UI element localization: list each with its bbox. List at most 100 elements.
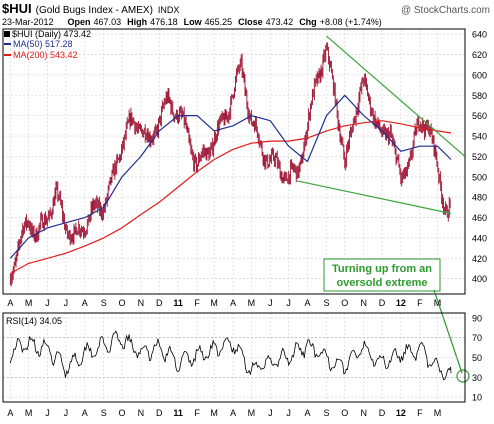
symbol: $HUI <box>2 1 32 16</box>
rsi-legend-label: RSI(14) 34.05 <box>6 316 62 326</box>
x-tick-label: 12 <box>396 408 406 418</box>
x-tick-label: M <box>210 408 218 418</box>
main-y-tick-label: 420 <box>472 254 487 264</box>
low-label: Low <box>184 17 203 27</box>
watermark: @ StockCharts.com <box>401 5 490 16</box>
rsi-y-tick-label: 90 <box>472 313 482 323</box>
close-value: 473.42 <box>266 17 294 27</box>
rsi-panel-frame <box>2 312 466 403</box>
annotation-circle <box>456 369 470 383</box>
ma50-line <box>9 94 452 259</box>
x-tick-label: N <box>138 408 145 418</box>
chg-label: Chg <box>299 17 317 27</box>
annotation: Turning up from an oversold extreme <box>323 258 470 383</box>
rsi-y-tick-label: 50 <box>472 353 482 363</box>
main-y-tick-label: 540 <box>472 132 487 142</box>
rsi-y-tick-label: 30 <box>472 373 482 383</box>
x-tick-label: A <box>230 408 236 418</box>
x-tick-label: 12 <box>396 298 406 308</box>
rsi-line <box>9 330 452 381</box>
rsi-grid <box>3 313 465 402</box>
ma50-legend-label: MA(50) 517.28 <box>13 39 73 49</box>
main-y-tick-label: 580 <box>472 91 487 101</box>
annotation-line-2: oversold extreme <box>336 277 427 289</box>
rsi-y-tick-label: 70 <box>472 333 482 343</box>
main-y-tick-label: 400 <box>472 274 487 284</box>
x-tick-label: O <box>341 298 348 308</box>
main-y-tick-label: 520 <box>472 152 487 162</box>
x-tick-label: M <box>25 408 33 418</box>
open-value: 467.03 <box>94 17 122 27</box>
x-tick-label: N <box>138 298 145 308</box>
price-legend-label: $HUI (Daily) 473.42 <box>12 29 91 39</box>
x-tick-label: M <box>248 408 256 418</box>
x-tick-label: M <box>210 298 218 308</box>
rsi-plot <box>9 330 452 381</box>
rsi-y-axis: 10 30 50 70 90 <box>472 313 482 402</box>
high-value: 476.18 <box>150 17 178 27</box>
x-tick-label: D <box>379 408 386 418</box>
main-y-tick-label: 460 <box>472 213 487 223</box>
main-panel-frame <box>2 28 466 295</box>
x-tick-label: J <box>45 408 50 418</box>
x-tick-label: F <box>417 408 423 418</box>
price-legend: $HUI (Daily) 473.42 MA(50) 517.28 MA(200… <box>4 29 91 60</box>
upper-trendline <box>326 35 466 157</box>
x-tick-label: S <box>101 298 107 308</box>
price-plot <box>9 35 466 287</box>
price-legend-swatch <box>4 31 10 37</box>
ma200-legend-label: MA(200) 543.42 <box>13 50 78 60</box>
main-y-axis: 400 420 440 460 480 500 520 540 560 580 600 620 640 <box>472 30 487 285</box>
x-tick-label: F <box>194 298 200 308</box>
x-tick-label: O <box>119 298 126 308</box>
main-y-tick-label: 620 <box>472 50 487 60</box>
x-tick-label: A <box>7 298 13 308</box>
x-tick-label: M <box>434 298 442 308</box>
high-label: High <box>127 17 147 27</box>
x-tick-label: J <box>64 408 69 418</box>
x-tick-label: 11 <box>173 408 183 418</box>
main-y-tick-label: 440 <box>472 233 487 243</box>
main-y-tick-label: 600 <box>472 70 487 80</box>
symbol-title: $HUI (Gold Bugs Index - AMEX) INDX <box>2 1 179 16</box>
low-value: 465.25 <box>205 17 233 27</box>
x-tick-label: A <box>230 298 236 308</box>
x-tick-label: A <box>7 408 13 418</box>
ma200-line <box>10 120 452 275</box>
x-tick-label: J <box>45 298 50 308</box>
x-tick-label: J <box>286 298 291 308</box>
open-label: Open <box>68 17 91 27</box>
x-tick-label: J <box>268 408 273 418</box>
x-tick-label: O <box>341 408 348 418</box>
close-label: Close <box>238 17 263 27</box>
lower-trendline <box>297 180 452 215</box>
quote-date: 23-Mar-2012 <box>2 17 54 27</box>
x-tick-label: F <box>417 298 423 308</box>
x-tick-label: A <box>82 298 88 308</box>
x-tick-label: S <box>101 408 107 418</box>
x-tick-label: N <box>360 298 367 308</box>
x-tick-label: D <box>379 298 386 308</box>
x-tick-label: M <box>434 408 442 418</box>
x-tick-label: D <box>156 408 163 418</box>
x-tick-label: M <box>25 298 33 308</box>
x-tick-label: N <box>360 408 367 418</box>
annotation-line-1: Turning up from an <box>332 263 432 275</box>
main-y-tick-label: 560 <box>472 111 487 121</box>
x-tick-label: M <box>248 298 256 308</box>
main-y-tick-label: 480 <box>472 193 487 203</box>
x-tick-label: 11 <box>173 298 183 308</box>
rsi-x-axis: A M J J A S O N D 11 F M A M J J A S O N D 12 F M <box>7 408 441 418</box>
main-y-tick-label: 500 <box>472 172 487 182</box>
annotation-box <box>323 258 441 292</box>
x-tick-label: A <box>82 408 88 418</box>
x-tick-label: S <box>323 408 329 418</box>
x-tick-label: D <box>156 298 163 308</box>
x-tick-label: J <box>268 298 273 308</box>
x-tick-label: F <box>194 408 200 418</box>
x-tick-label: J <box>64 298 69 308</box>
x-tick-label: O <box>119 408 126 418</box>
x-tick-label: A <box>305 298 311 308</box>
main-y-tick-label: 640 <box>472 30 487 40</box>
